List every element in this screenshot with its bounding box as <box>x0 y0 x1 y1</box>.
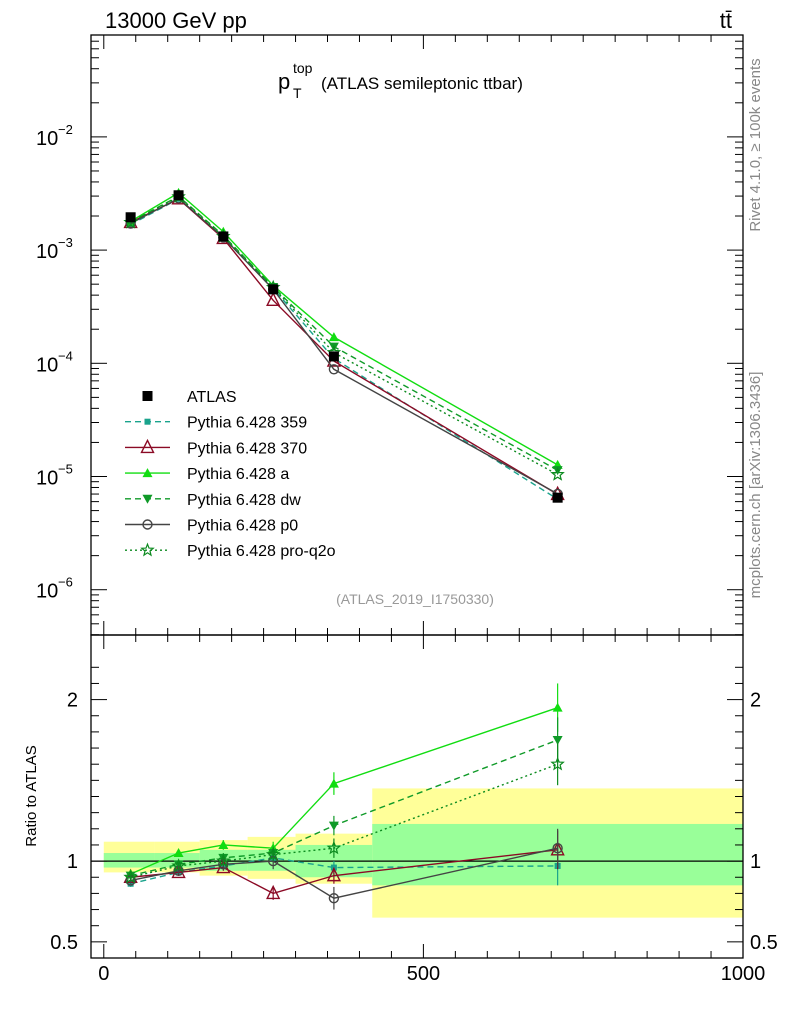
data-point-1 <box>173 190 184 201</box>
y-tick-label-3: 10 <box>36 241 58 263</box>
ratio-tick-label-left-1: 1 <box>67 851 78 873</box>
data-point-2 <box>218 231 229 242</box>
ratio-tick-label-right-0: 0.5 <box>750 932 778 954</box>
legend-label-3: Pythia 6.428 dw <box>187 492 301 509</box>
ratio-point-4-5 <box>552 842 563 854</box>
chart-title-symbol: p <box>278 69 290 94</box>
ratio-series-line-5 <box>130 763 558 878</box>
ratio-band-inner-1 <box>154 853 200 868</box>
ratio-point-5-5 <box>550 756 565 771</box>
data-point-0 <box>125 212 136 223</box>
chart-title-text: (ATLAS semileptonic ttbar) <box>321 74 523 93</box>
y-tick-label-exp-1: −5 <box>58 462 73 477</box>
ratio-point-5-0 <box>123 869 138 884</box>
series-line-4 <box>130 197 558 495</box>
y-tick-label-1: 10 <box>36 468 58 490</box>
legend-label-1: Pythia 6.428 370 <box>187 440 307 457</box>
ratio-point-1-4 <box>326 867 342 882</box>
ratio-series-line-2 <box>130 707 558 875</box>
ratio-series-line-4 <box>130 847 558 899</box>
ratio-tick-label-right-2: 2 <box>750 690 761 712</box>
legend-marker-4 <box>142 519 153 530</box>
series-line-5 <box>130 195 558 476</box>
series-point-2-4 <box>328 332 339 342</box>
y-tick-label-2: 10 <box>36 354 58 376</box>
ratio-series-line-0 <box>130 857 558 885</box>
legend-marker-0 <box>144 418 151 425</box>
legend-label-2: Pythia 6.428 a <box>187 466 289 483</box>
ratio-point-2-4 <box>328 778 339 788</box>
legend-label-4: Pythia 6.428 p0 <box>187 518 298 535</box>
series-point-5-5 <box>550 466 565 481</box>
side-label-mcplots: mcplots.cern.ch [arXiv:1306.3436] <box>747 372 764 599</box>
header-process: tt̄ <box>720 8 732 33</box>
data-point-3 <box>268 284 279 295</box>
ratio-point-5-3 <box>265 846 281 861</box>
chart-title-sup: top <box>293 60 313 76</box>
legend-marker-5 <box>140 542 155 557</box>
ratio-point-1-2 <box>216 858 231 874</box>
data-point-5 <box>552 492 563 503</box>
legend-label-data: ATLAS <box>187 389 237 406</box>
legend-marker-2 <box>142 468 153 478</box>
ratio-point-2-1 <box>173 848 184 858</box>
legend: ATLAS Pythia 6.428 359 Pythia 6.428 370 Pyt… <box>125 389 336 560</box>
legend-label-0: Pythia 6.428 359 <box>187 415 307 432</box>
ratio-point-3-5 <box>552 735 563 745</box>
main-panel: 10−610−510−410−310−2 <box>36 34 744 636</box>
series-point-1-3 <box>266 291 281 307</box>
ratio-point-5-4 <box>326 840 342 855</box>
y-tick-label-0: 10 <box>36 581 58 603</box>
ratio-tick-label-left-2: 2 <box>67 690 78 712</box>
series-point-4-4 <box>328 364 340 375</box>
series-point-3-5 <box>552 466 563 476</box>
legend-label-5: Pythia 6.428 pro-q2o <box>187 543 336 560</box>
ratio-point-5-2 <box>216 853 231 868</box>
ratio-point-2-5 <box>552 702 563 712</box>
side-label-rivet: Rivet 4.1.0, ≥ 100k events <box>747 58 764 231</box>
ratio-point-2-2 <box>218 839 229 849</box>
legend-marker-data <box>142 391 153 401</box>
x-tick-label-0: 0 <box>98 963 109 985</box>
y-tick-label-4: 10 <box>36 128 58 150</box>
series-line-2 <box>130 192 558 466</box>
y-tick-label-exp-4: −2 <box>58 122 73 137</box>
chart-title-sub: T <box>293 85 302 101</box>
header-energy: 13000 GeV pp <box>105 8 247 33</box>
y-tick-label-exp-0: −6 <box>58 575 73 590</box>
ratio-point-1-3 <box>266 884 281 900</box>
ratio-tick-label-left-0: 0.5 <box>50 932 78 954</box>
legend-marker-3 <box>142 494 153 504</box>
ratio-point-4-4 <box>328 893 340 904</box>
x-tick-label-2: 1000 <box>721 963 766 985</box>
ratio-point-3-4 <box>328 821 339 831</box>
ratio-tick-label-right-1: 1 <box>750 851 761 873</box>
legend-marker-1 <box>140 438 155 454</box>
ratio-panel: 0 500 1000 0.5 0.5 1 1 2 2 <box>50 634 778 985</box>
y-tick-label-exp-3: −3 <box>58 235 73 250</box>
ratio-band-inner-0 <box>103 853 155 868</box>
analysis-id: (ATLAS_2019_I1750330) <box>336 591 494 607</box>
x-tick-label-1: 500 <box>407 963 440 985</box>
ratio-axis-label: Ratio to ATLAS <box>23 745 40 846</box>
data-point-4 <box>328 351 339 362</box>
ratio-point-5-1 <box>171 858 186 873</box>
ratio-series-line-1 <box>130 849 558 895</box>
y-tick-label-exp-2: −4 <box>58 348 73 363</box>
ratio-series-line-3 <box>130 739 558 877</box>
